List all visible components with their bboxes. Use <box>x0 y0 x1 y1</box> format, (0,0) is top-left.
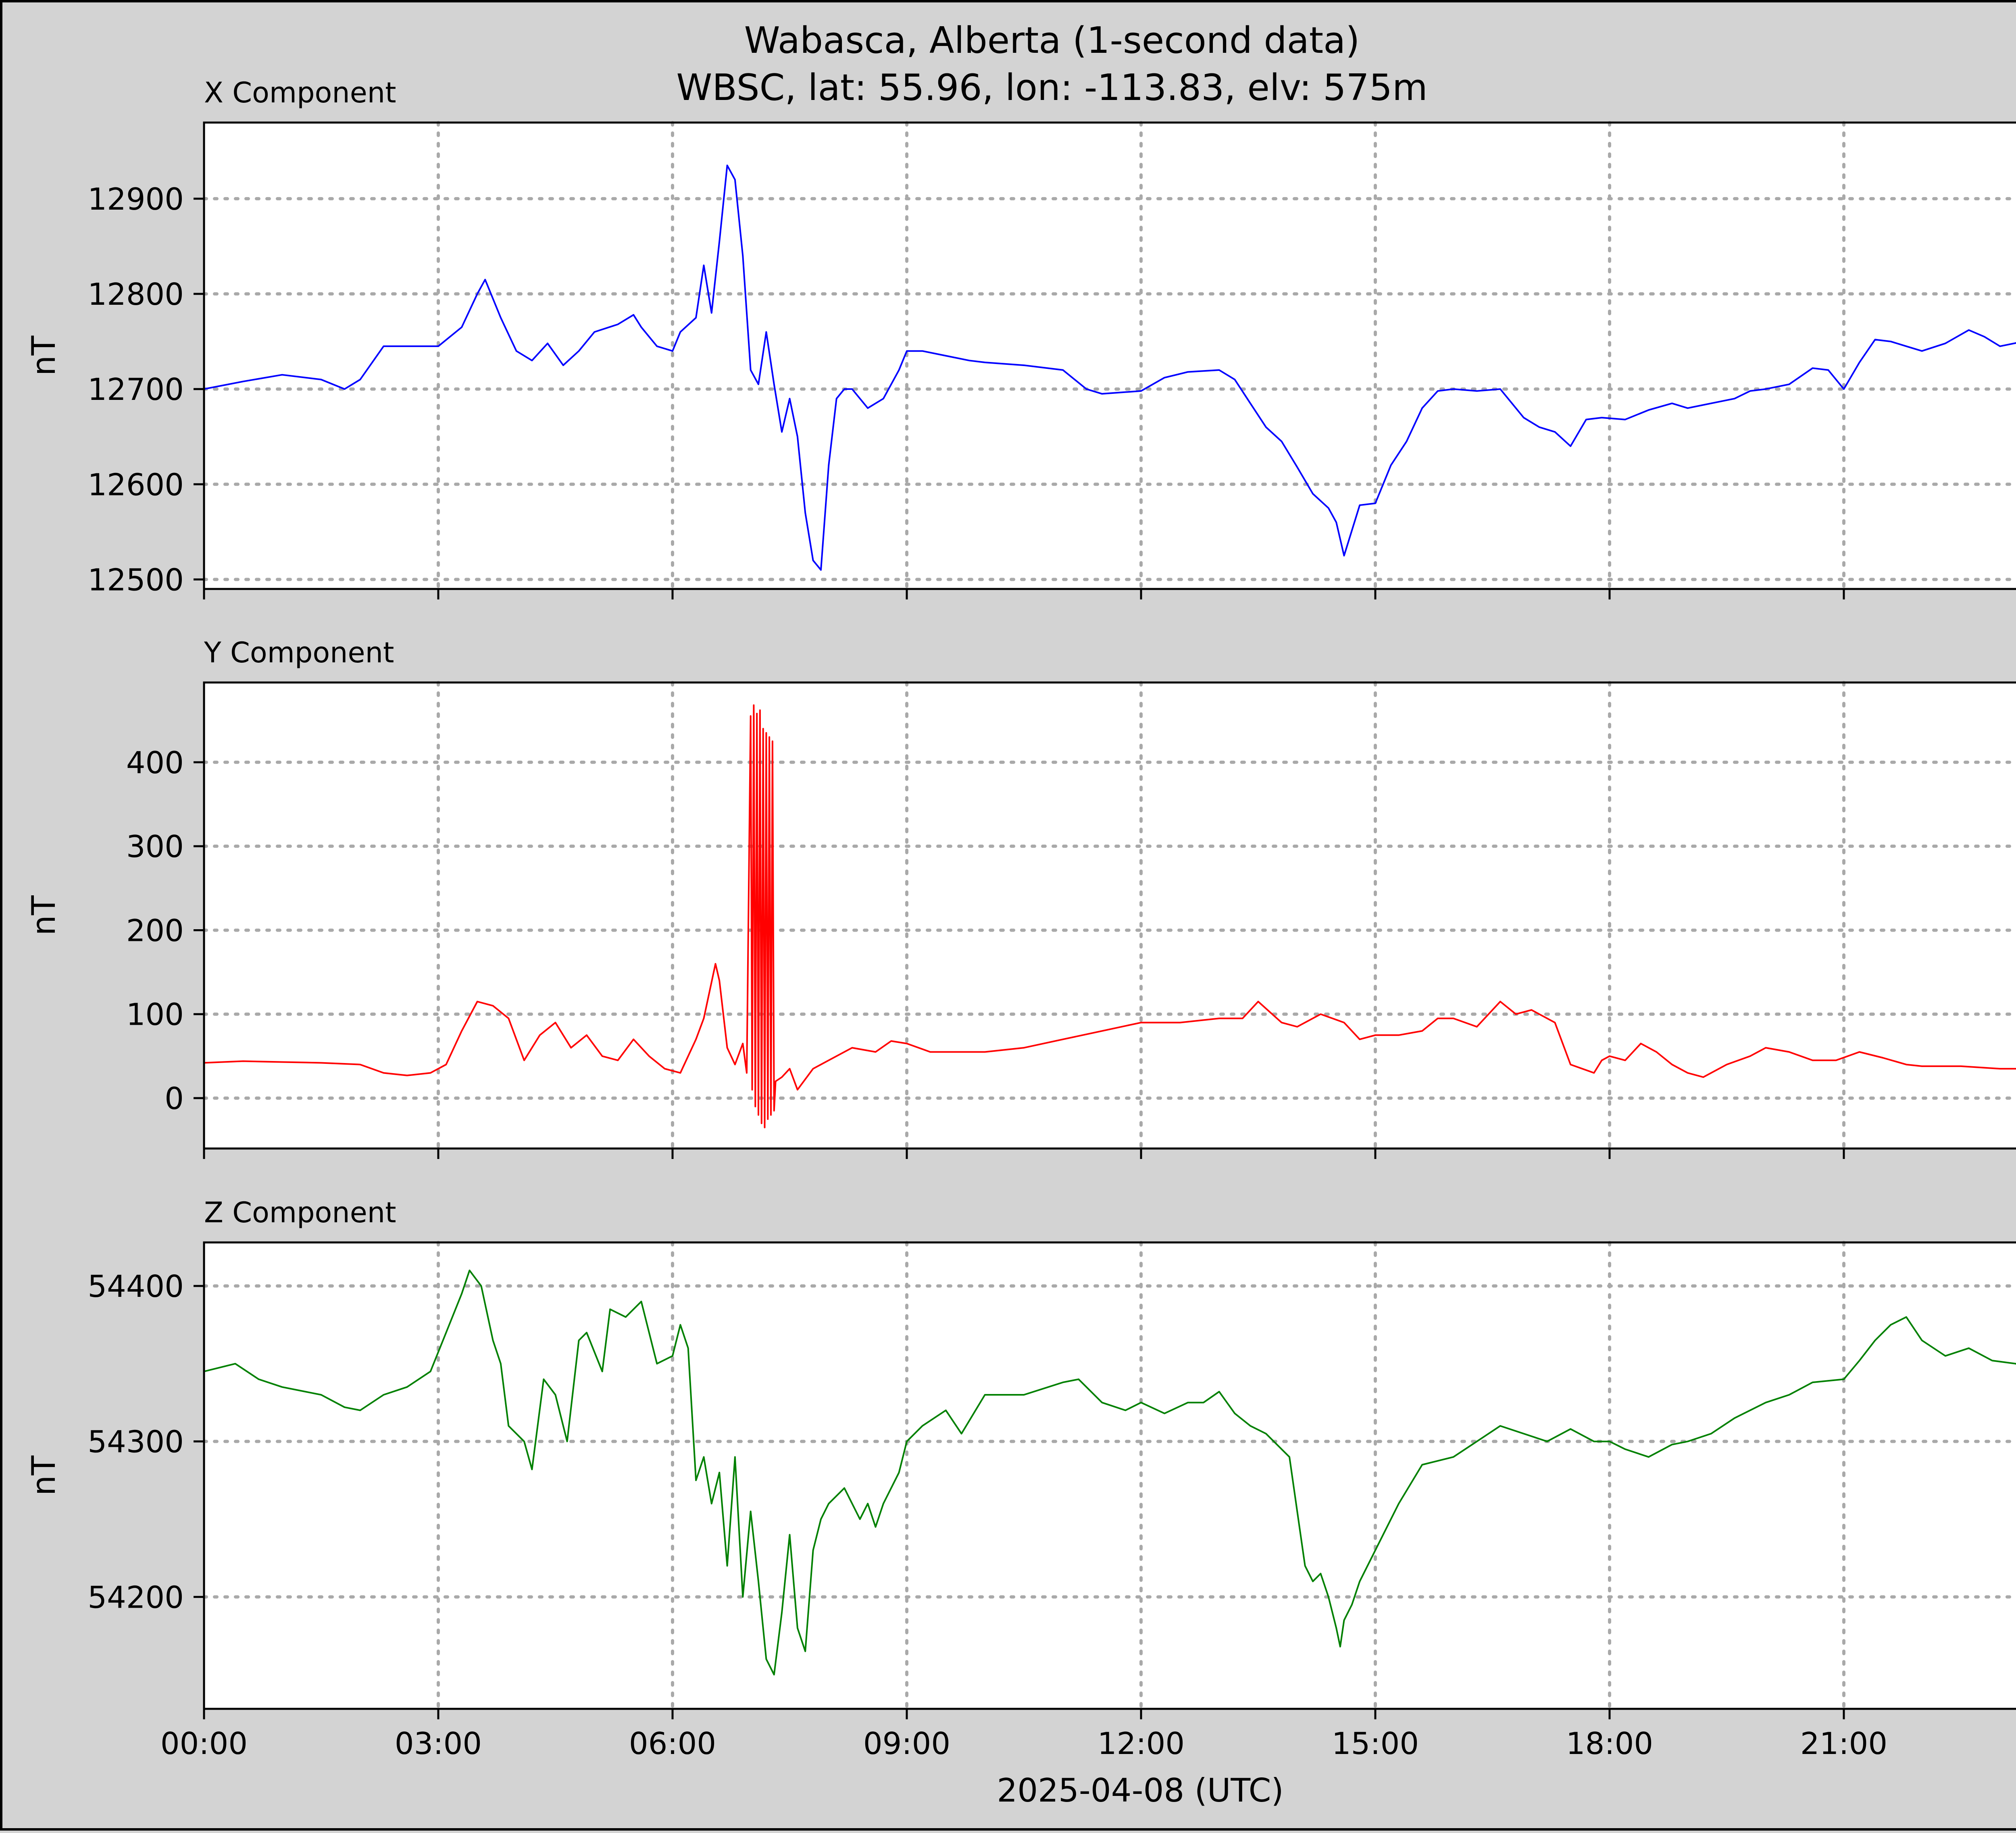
z-component-ytick-label-0: 54200 <box>87 1579 184 1615</box>
x-component-panel: 12500 12600 12700 12800 12900 X Component nT <box>25 76 2016 599</box>
z-component-series-line <box>204 1269 2016 1676</box>
x-component-ytick-label-3: 12800 <box>87 277 184 312</box>
x-component-title: X Component <box>204 76 396 109</box>
panels: 12500 12600 12700 12800 12900 X Component nT 0 1… <box>25 76 2016 1761</box>
z-component-xtick-label-1: 06:00 <box>629 1726 716 1761</box>
z-component-xtick-label-3: 12:00 <box>1098 1726 1185 1761</box>
y-component-panel: 0 100 200 300 400 Y Component nT <box>25 636 2016 1159</box>
x-component-ytick-label-1: 12600 <box>87 467 184 502</box>
z-component-plot-area <box>204 1242 2016 1709</box>
x-component-series-line <box>204 164 2016 571</box>
z-component-xtick-label-0: 03:00 <box>395 1726 482 1761</box>
x-component-plot-area <box>204 123 2016 589</box>
z-component-title: Z Component <box>204 1196 396 1229</box>
x-component-ytick-label-4: 12900 <box>87 181 184 217</box>
z-component-ylabel: nT <box>25 1455 62 1496</box>
x-component-ytick-label-0: 12500 <box>87 562 184 597</box>
y-component-ytick-label-2: 200 <box>126 913 184 948</box>
y-component-ytick-label-0: 0 <box>165 1081 184 1116</box>
z-component-ytick-label-2: 54400 <box>87 1269 184 1304</box>
y-component-ytick-label-3: 300 <box>126 829 184 864</box>
y-component-ylabel: nT <box>25 895 62 936</box>
y-component-ytick-label-4: 400 <box>126 745 184 780</box>
z-component-xtick-label-origin: 00:00 <box>160 1726 248 1761</box>
z-component-panel: 54200 54300 54400 00:00 03:00 06:00 09:00 12:00… <box>25 1196 2016 1761</box>
figure-title-line1: Wabasca, Alberta (1-second data) <box>744 19 1360 62</box>
y-component-ytick-label-1: 100 <box>126 997 184 1032</box>
z-component-xtick-label-2: 09:00 <box>863 1726 950 1761</box>
y-component-series-line <box>204 704 2016 1128</box>
x-axis-label: 2025-04-08 (UTC) <box>997 1772 1283 1809</box>
y-component-title: Y Component <box>204 636 394 669</box>
x-component-ytick-label-2: 12700 <box>87 372 184 407</box>
z-component-xtick-label-4: 15:00 <box>1332 1726 1419 1761</box>
z-component-ytick-label-1: 54300 <box>87 1424 184 1460</box>
z-component-xtick-label-6: 21:00 <box>1800 1726 1887 1761</box>
figure-title-line2: WBSC, lat: 55.96, lon: -113.83, elv: 575… <box>676 67 1427 109</box>
y-component-plot-area <box>204 682 2016 1148</box>
x-component-ylabel: nT <box>25 335 62 376</box>
z-component-xtick-label-5: 18:00 <box>1566 1726 1653 1761</box>
